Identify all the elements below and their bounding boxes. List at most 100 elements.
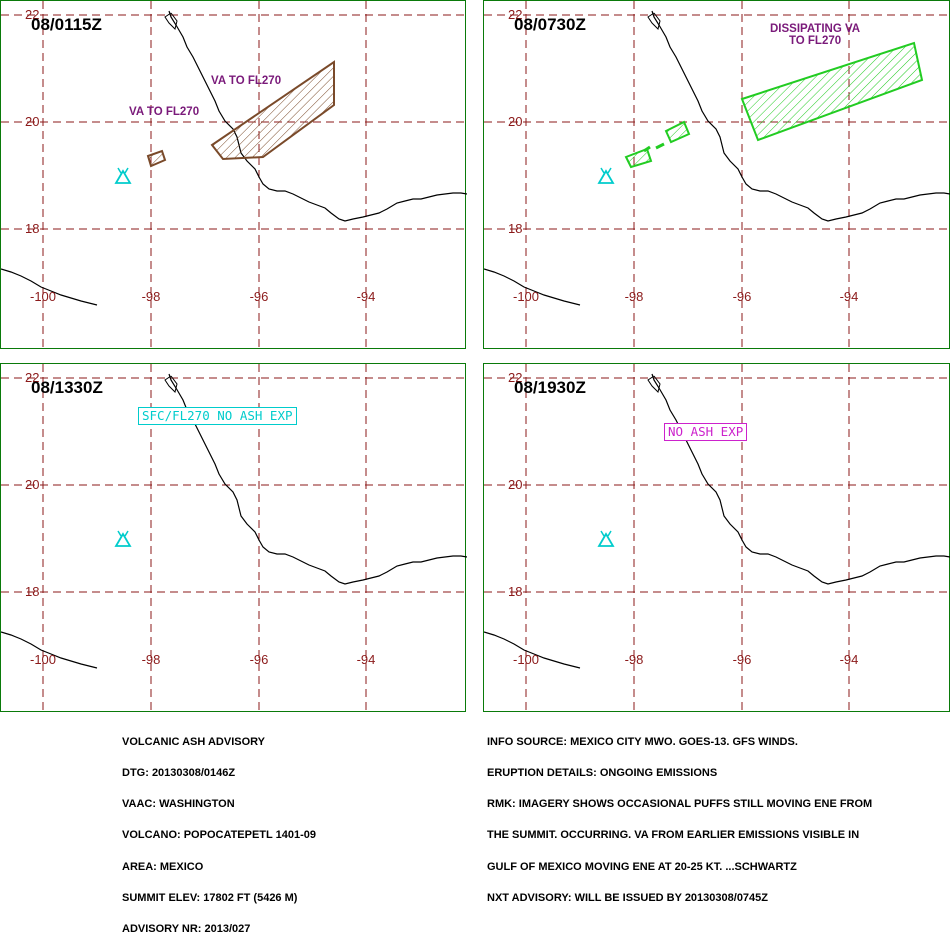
- advisory-line: VOLCANIC ASH ADVISORY: [122, 735, 266, 748]
- coast-pacific: [484, 631, 581, 669]
- map-canvas: 22 20 18 -100 -98 -96 -94: [1, 364, 467, 713]
- advisory-right: INFO SOURCE: MEXICO CITY MWO. GOES-13. G…: [487, 716, 872, 914]
- map-canvas: 22 20 18 -100 -98 -96 -94: [484, 1, 950, 350]
- coast-pacific: [1, 268, 98, 306]
- advisory-left: VOLCANIC ASH ADVISORY DTG: 20130308/0146…: [122, 716, 316, 945]
- coast-gulf: [651, 373, 950, 585]
- advisory-line: ADVISORY NR: 2013/027: [122, 923, 251, 936]
- advisory-line: GULF OF MEXICO MOVING ENE AT 20-25 KT. .…: [487, 860, 797, 873]
- coastline: [484, 10, 950, 306]
- lon-label: -94: [357, 289, 376, 304]
- lon-label: -96: [733, 289, 752, 304]
- advisory-line: THE SUMMIT. OCCURRING. VA FROM EARLIER E…: [487, 829, 860, 842]
- lat-label: 22: [508, 7, 522, 22]
- coast-pacific: [1, 631, 98, 669]
- volcano-plume: [124, 530, 129, 537]
- no-ash-label: SFC/FL270 NO ASH EXP: [138, 407, 297, 425]
- coast-gulf: [168, 373, 467, 585]
- coast-gulf: [651, 10, 950, 222]
- lat-lon-grid: [484, 1, 950, 350]
- lon-label: -98: [142, 652, 161, 667]
- coast-detail: [647, 12, 661, 30]
- advisory-line: SUMMIT ELEV: 17802 FT (5426 M): [122, 891, 298, 904]
- lon-label: -100: [513, 652, 539, 667]
- valid-time: 08/0115Z: [31, 15, 102, 34]
- advisory-line: VOLCANO: POPOCATEPETL 1401-09: [122, 829, 316, 842]
- lat-lon-grid: [484, 364, 950, 713]
- coast-gulf: [168, 10, 467, 222]
- ash-label-1: DISSIPATING VA TO FL270: [770, 23, 860, 47]
- volcano-triangle-icon: [114, 530, 132, 547]
- advisory-line: ERUPTION DETAILS: ONGOING EMISSIONS: [487, 767, 718, 780]
- volcano-plume: [600, 167, 605, 174]
- no-ash-label: NO ASH EXP: [664, 423, 748, 441]
- lon-label: -98: [625, 652, 644, 667]
- lon-label: -94: [840, 289, 859, 304]
- lon-label: -98: [142, 289, 161, 304]
- lat-label: 20: [25, 114, 39, 129]
- map-panel-0730z: 22 20 18 -100 -98 -96 -94 08/0730Z DISSIPATING…: [483, 0, 950, 350]
- lon-label: -96: [250, 652, 269, 667]
- volcano-shape: [114, 169, 132, 184]
- ash-puff-1: [624, 147, 653, 169]
- ash-label-line-1: DISSIPATING VA: [770, 23, 861, 35]
- grid-labels: 22 20 18 -100 -98 -96 -94: [508, 370, 858, 667]
- lat-lon-grid: [1, 1, 467, 350]
- lon-label: -100: [30, 289, 56, 304]
- lon-label: -96: [250, 289, 269, 304]
- ash-label-2: VA TO FL270: [129, 106, 200, 118]
- volcano-plume: [600, 530, 605, 537]
- volcano-plume: [117, 167, 122, 174]
- grid-labels: 22 20 18 -100 -98 -96 -94: [25, 370, 375, 667]
- grid-labels: 22 20 18 -100 -98 -96 -94: [508, 7, 858, 304]
- grid-labels: 22 20 18 -100 -98 -96 -94: [25, 7, 375, 304]
- lon-label: -98: [625, 289, 644, 304]
- coastline: [1, 373, 467, 669]
- ash-label-1: VA TO FL270: [211, 75, 282, 87]
- lat-label: 20: [25, 477, 39, 492]
- lat-label: 18: [25, 221, 39, 236]
- lat-label: 18: [25, 584, 39, 599]
- advisory-line: AREA: MEXICO: [122, 860, 204, 873]
- valid-time: 08/1930Z: [514, 378, 586, 397]
- lat-label: 20: [508, 114, 522, 129]
- volcano-plume: [607, 167, 612, 174]
- volcano-shape: [114, 532, 132, 547]
- advisory-line: DTG: 20130308/0146Z: [122, 767, 236, 780]
- volcano-triangle-icon: [597, 530, 615, 547]
- volcano-plume: [124, 167, 129, 174]
- ash-cloud-large: [740, 41, 924, 142]
- valid-time: 08/0730Z: [514, 15, 586, 34]
- lat-label: 22: [25, 7, 39, 22]
- volcano-triangle-icon: [114, 167, 132, 184]
- lon-label: -100: [513, 289, 539, 304]
- lon-label: -94: [840, 652, 859, 667]
- lat-label: 18: [508, 584, 522, 599]
- advisory-line: INFO SOURCE: MEXICO CITY MWO. GOES-13. G…: [487, 735, 798, 748]
- map-panel-1930z: 22 20 18 -100 -98 -96 -94 08/1930Z NO ASH EXP: [483, 363, 950, 713]
- coast-pacific: [484, 268, 581, 306]
- map-canvas: 22 20 18 -100 -98 -96 -94: [484, 364, 950, 713]
- lon-label: -94: [357, 652, 376, 667]
- lon-label: -100: [30, 652, 56, 667]
- advisory-line: VAAC: WASHINGTON: [122, 798, 235, 811]
- ash-cloud-small: [146, 149, 167, 168]
- coastline: [484, 373, 950, 669]
- ash-label-line-2: TO FL270: [788, 35, 842, 47]
- ash-puff-4: [643, 145, 651, 153]
- lat-label: 18: [508, 221, 522, 236]
- volcano-plume: [607, 530, 612, 537]
- volcano-shape: [597, 532, 615, 547]
- valid-time: 08/1330Z: [31, 378, 103, 397]
- volcano-shape: [597, 169, 615, 184]
- lon-label: -96: [733, 652, 752, 667]
- coast-detail: [164, 12, 178, 30]
- coastline: [1, 10, 467, 306]
- advisory-line: RMK: IMAGERY SHOWS OCCASIONAL PUFFS STIL…: [487, 798, 873, 811]
- coast-detail: [647, 375, 661, 393]
- lat-label: 22: [508, 370, 522, 385]
- ash-cloud-large: [210, 60, 335, 161]
- ash-puff-3: [655, 142, 665, 150]
- map-panel-0115z: 22 20 18 -100 -98 -96 -94 08/0115Z VA TO FL270…: [0, 0, 467, 350]
- lat-label: 20: [508, 477, 522, 492]
